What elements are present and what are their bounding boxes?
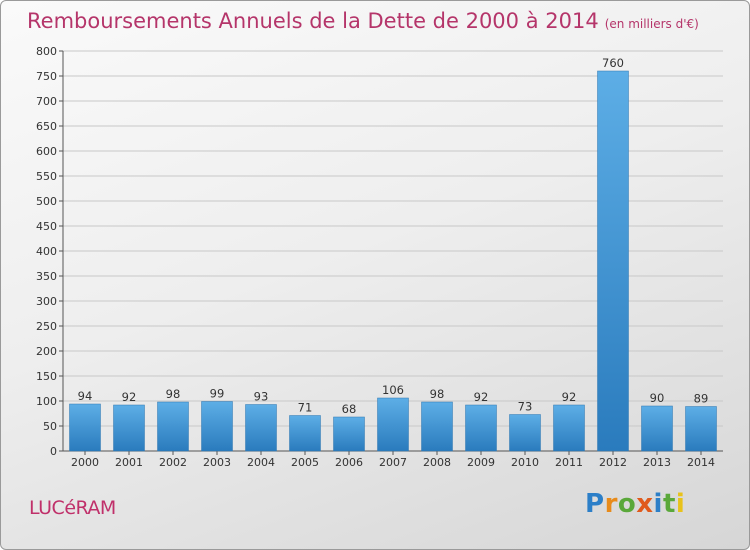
bar-2002 [157,401,189,452]
bar-2003 [201,401,233,452]
logo-letter: x [636,489,654,519]
y-tick-label: 0 [50,445,57,458]
x-tick-label: 2014 [687,456,715,469]
y-tick-label: 350 [36,270,57,283]
y-tick-label: 200 [36,345,57,358]
value-label: 94 [78,389,93,403]
logo-letter: i [675,489,686,519]
labels: 0 50 100 150 200 250 300 350 400 450 500 550 600 650 7… [36,45,715,469]
y-tick-label: 450 [36,220,57,233]
logo-letter: r [604,489,618,519]
x-tick-label: 2011 [555,456,583,469]
chart-title-text: Remboursements Annuels de la Dette de 20… [27,9,599,33]
value-label: 98 [166,387,181,401]
bar-2001 [113,404,145,452]
bar-2008 [421,401,453,452]
value-label: 89 [694,392,709,406]
bar-2009 [465,404,497,452]
x-tick-label: 2001 [115,456,143,469]
bar-2004 [245,404,277,452]
x-tick-label: 2008 [423,456,451,469]
x-tick-label: 2000 [71,456,99,469]
bar-2013 [641,405,673,452]
x-tick-label: 2010 [511,456,539,469]
chart-title: Remboursements Annuels de la Dette de 20… [27,9,699,33]
value-label: 92 [562,390,577,404]
value-label: 99 [210,387,225,401]
x-tick-label: 2013 [643,456,671,469]
value-label: 106 [382,383,404,397]
bar-2014 [685,406,717,452]
y-tick-label: 700 [36,95,57,108]
y-tick-label: 550 [36,170,57,183]
x-tick-label: 2012 [599,456,627,469]
y-tick-label: 250 [36,320,57,333]
value-label: 92 [474,390,489,404]
bar-2000 [69,403,101,452]
x-tick-label: 2006 [335,456,363,469]
logo-letter: t [662,489,676,519]
value-label: 73 [518,400,533,414]
logo-letter: i [653,489,663,519]
y-tick-label: 300 [36,295,57,308]
bar-2010 [509,414,541,452]
y-tick-label: 600 [36,145,57,158]
x-tick-label: 2002 [159,456,187,469]
value-label: 98 [430,387,445,401]
x-tick-label: 2007 [379,456,407,469]
bar-2011 [553,404,585,452]
y-tick-label: 800 [36,45,57,58]
value-label: 90 [650,391,665,405]
value-label: 68 [342,402,357,416]
bar-2005 [289,415,321,452]
commune-name: LUCéRAM [29,497,116,519]
y-tick-label: 500 [36,195,57,208]
bar-2012 [597,70,629,452]
x-tick-label: 2005 [291,456,319,469]
logo-letter: P [585,489,605,519]
x-tick-label: 2009 [467,456,495,469]
bar-2007 [377,397,409,452]
value-label: 71 [298,401,313,415]
value-label: 92 [122,390,137,404]
y-tick-label: 750 [36,70,57,83]
y-tick-label: 400 [36,245,57,258]
y-tick-label: 650 [36,120,57,133]
proxiti-logo: Proxiti [585,489,685,519]
y-tick-label: 50 [43,420,57,433]
bar-2006 [333,416,365,452]
bars [69,70,717,452]
y-tick-label: 100 [36,395,57,408]
chart-subtitle: (en milliers d'€) [604,17,699,31]
x-tick-label: 2003 [203,456,231,469]
value-label: 760 [602,56,624,70]
y-tick-label: 150 [36,370,57,383]
value-label: 93 [254,390,269,404]
x-tick-label: 2004 [247,456,275,469]
logo-letter: o [617,489,637,519]
